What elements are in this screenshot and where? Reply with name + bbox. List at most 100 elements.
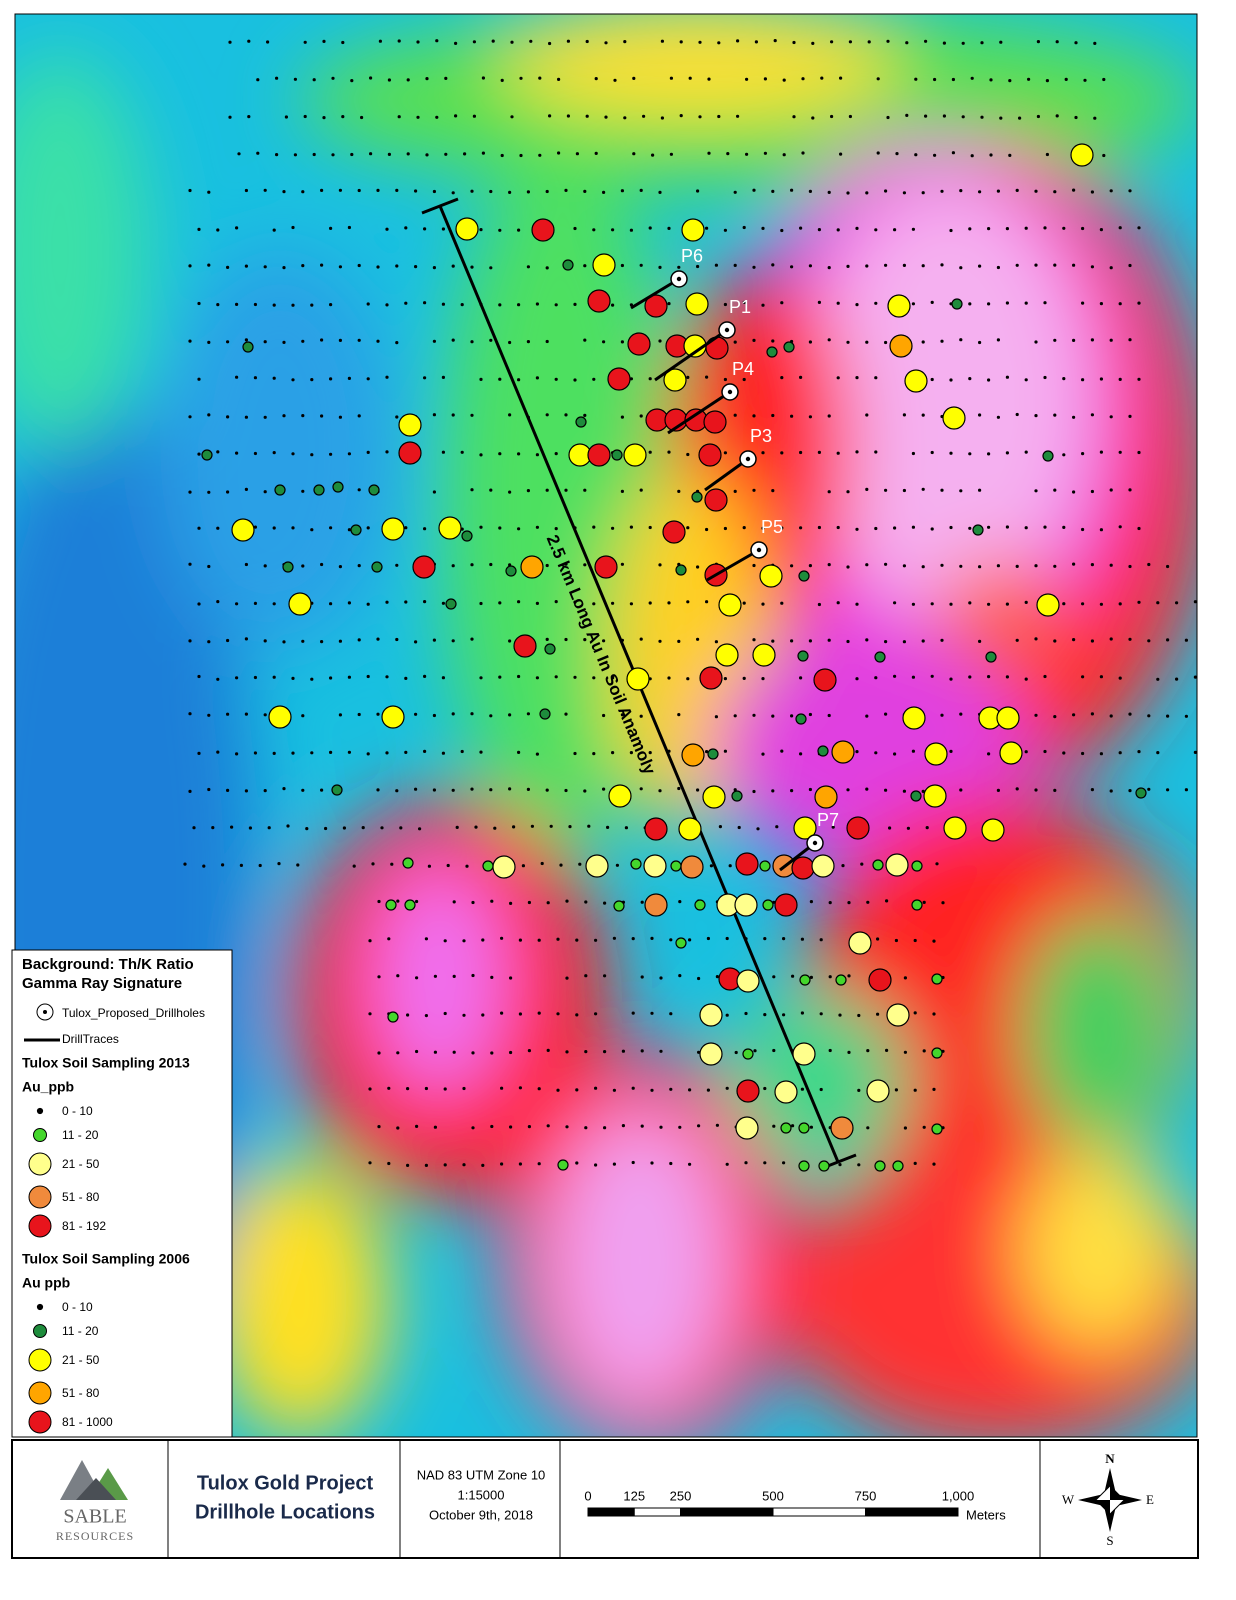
sample-0-10 — [1118, 602, 1122, 606]
sample-0-10 — [855, 750, 859, 754]
sample-0-10 — [329, 303, 333, 307]
sample-0-10 — [1043, 301, 1047, 305]
sample-0-10 — [903, 976, 908, 980]
sample-2013 — [762, 899, 774, 911]
sample-0-10 — [827, 414, 831, 418]
sample-0-10 — [320, 562, 324, 567]
sample-2013 — [911, 899, 923, 911]
sample-0-10 — [498, 526, 502, 530]
sample-0-10 — [357, 712, 361, 717]
sample-0-10 — [707, 77, 711, 81]
sample-0-10 — [585, 39, 589, 44]
sample-0-10 — [828, 975, 832, 979]
sample-0-10 — [230, 825, 234, 829]
sample-2006 — [702, 785, 726, 809]
sample-0-10 — [385, 450, 389, 454]
sample-0-10 — [978, 488, 982, 492]
sample-0-10 — [197, 301, 201, 306]
sample-0-10 — [395, 563, 399, 567]
sample-0-10 — [650, 1161, 654, 1165]
sample-0-10 — [949, 378, 953, 382]
sample-2013 — [798, 1160, 810, 1172]
sample-0-10 — [322, 116, 326, 120]
sample-0-10 — [301, 264, 305, 268]
sample-0-10 — [669, 76, 674, 80]
legend-label: 51 - 80 — [62, 1386, 100, 1400]
sample-0-10 — [1147, 562, 1151, 567]
sample-0-10 — [865, 487, 869, 491]
sample-0-10 — [639, 263, 643, 267]
sample-0-10 — [949, 677, 953, 681]
sample-0-10 — [669, 1087, 673, 1091]
sample-0-10 — [350, 152, 354, 157]
sample-0-10 — [763, 77, 768, 81]
sample-0-10 — [376, 788, 380, 792]
sample-0-10 — [376, 265, 380, 269]
sample-0-10 — [799, 752, 803, 756]
sample-0-10 — [564, 712, 568, 716]
sample-2013 — [735, 852, 759, 876]
sample-2006 — [398, 441, 422, 465]
sample-0-10 — [961, 41, 965, 45]
sample-0-10 — [632, 76, 636, 80]
sample-0-10 — [1090, 788, 1094, 792]
sample-0-10 — [247, 115, 251, 119]
sample-0-10 — [188, 490, 192, 494]
sample-0-10 — [902, 263, 907, 267]
sample-0-10 — [1128, 488, 1132, 492]
sample-0-10 — [1128, 712, 1132, 716]
sample-0-10 — [987, 227, 991, 231]
sample-0-10 — [780, 376, 784, 380]
sample-0-10 — [548, 114, 552, 118]
sample-0-10 — [865, 787, 869, 791]
sample-0-10 — [322, 39, 326, 44]
sample-0-10 — [529, 39, 533, 43]
compass: N S E W — [1062, 1451, 1154, 1548]
sample-0-10 — [930, 450, 934, 455]
sample-2013 — [774, 893, 798, 917]
sample-0-10 — [707, 151, 711, 155]
sample-2006 — [575, 416, 587, 428]
sample-0-10 — [404, 750, 408, 755]
sample-0-10 — [884, 562, 888, 566]
sample-0-10 — [706, 936, 711, 941]
sample-0-10 — [922, 900, 926, 905]
sample-0-10 — [902, 413, 907, 417]
sample-0-10 — [1081, 301, 1085, 305]
sample-0-10 — [830, 40, 834, 44]
sample-0-10 — [725, 1162, 729, 1166]
sample-0-10 — [865, 563, 869, 567]
sample-0-10 — [207, 564, 211, 569]
sample-0-10 — [1034, 263, 1038, 267]
sample-0-10 — [1118, 302, 1122, 306]
sample-0-10 — [650, 1011, 654, 1015]
sample-0-10 — [1024, 450, 1028, 454]
sample-0-10 — [744, 1011, 748, 1016]
sample-2006 — [685, 292, 709, 316]
sample-0-10 — [424, 937, 428, 941]
sample-2006 — [461, 530, 473, 542]
sample-2006 — [611, 449, 623, 461]
sample-0-10 — [470, 189, 474, 193]
sample-0-10 — [258, 863, 262, 868]
sample-0-10 — [884, 340, 888, 345]
sample-0-10 — [941, 901, 945, 905]
sample-0-10 — [263, 415, 267, 419]
sample-0-10 — [188, 639, 192, 643]
sample-0-10 — [1005, 451, 1010, 455]
sample-0-10 — [282, 190, 286, 194]
sample-0-10 — [537, 1011, 541, 1015]
sample-0-10 — [489, 488, 493, 492]
sample-2006 — [663, 368, 687, 392]
sample-0-10 — [423, 749, 427, 754]
sample-0-10 — [790, 564, 794, 568]
sample-0-10 — [479, 676, 483, 680]
sample-0-10 — [902, 191, 907, 195]
sample-0-10 — [808, 639, 813, 643]
sample-0-10 — [221, 863, 225, 867]
sample-0-10 — [387, 1161, 391, 1166]
sample-0-10 — [357, 263, 361, 268]
sample-0-10 — [642, 114, 646, 118]
sample-2006 — [943, 816, 967, 840]
